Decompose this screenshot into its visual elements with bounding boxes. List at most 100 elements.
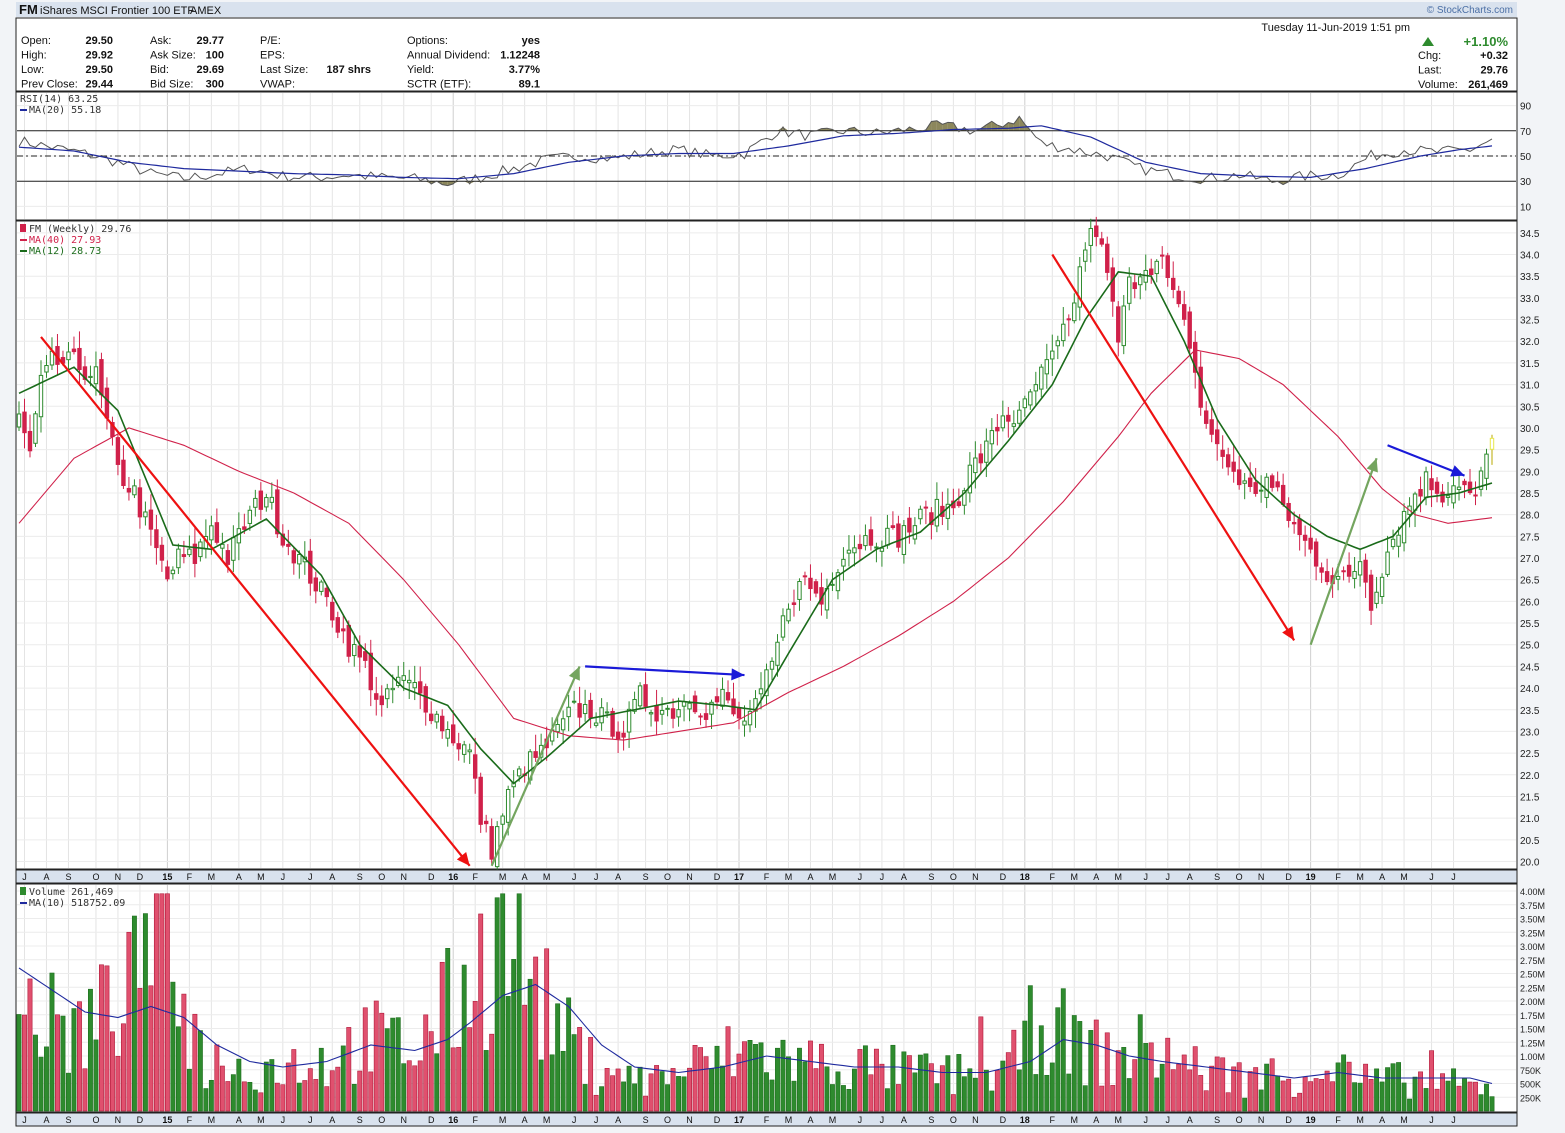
volume-bar-240 <box>1336 1063 1340 1111</box>
volume-bar-100 <box>566 998 570 1111</box>
candle-body-158 <box>886 528 889 545</box>
candle-body-35 <box>210 526 213 540</box>
volume-bar-3 <box>33 1035 37 1111</box>
rsi-ytick-0: 10 <box>1520 202 1532 213</box>
candle-body-251 <box>1397 535 1400 546</box>
price-legend-swatch <box>20 224 26 232</box>
candle-body-182 <box>1018 410 1021 423</box>
candle-body-37 <box>221 544 224 548</box>
candle-body-19 <box>122 460 125 485</box>
volume-bar-215 <box>1199 1075 1203 1111</box>
candle-body-49 <box>287 544 290 546</box>
candle-body-241 <box>1342 571 1345 572</box>
quote-mid-value-2: 29.69 <box>196 64 224 76</box>
candle-body-86 <box>490 827 493 860</box>
volume-xaxis-label-28: N <box>686 1115 693 1125</box>
candle-body-75 <box>430 714 433 720</box>
candle-body-262 <box>1457 487 1460 489</box>
candle-body-26 <box>160 545 163 560</box>
candle-body-220 <box>1226 455 1229 467</box>
candle-body-60 <box>347 625 350 656</box>
candle-body-238 <box>1325 572 1328 582</box>
volume-legend-swatch <box>20 887 26 895</box>
price-xaxis-label-8: M <box>208 872 216 882</box>
candle-body-2 <box>28 431 31 450</box>
volume-bar-181 <box>1012 1030 1016 1111</box>
volume-bar-121 <box>682 1077 686 1111</box>
volume-xaxis-label-27: O <box>664 1115 671 1125</box>
candle-body-240 <box>1336 576 1339 579</box>
volume-bar-214 <box>1193 1047 1197 1111</box>
candle-body-84 <box>479 777 482 824</box>
volume-bar-94 <box>534 957 538 1111</box>
price-xaxis-label-17: D <box>428 872 435 882</box>
candle-body-104 <box>589 700 592 718</box>
volume-bar-225 <box>1254 1068 1258 1111</box>
volume-bar-118 <box>665 1085 669 1111</box>
quote-mid-label-2: Bid: <box>150 64 169 76</box>
candle-body-224 <box>1248 478 1251 486</box>
candle-body-163 <box>913 526 916 539</box>
volume-bar-220 <box>1226 1093 1230 1111</box>
volume-bar-127 <box>715 1046 719 1111</box>
price-xaxis-label-12: J <box>308 872 313 882</box>
candle-body-99 <box>561 719 564 730</box>
volume-xaxis-label-1: A <box>43 1115 49 1125</box>
candle-body-63 <box>364 652 367 661</box>
volume-xaxis-label-46: M <box>1115 1115 1123 1125</box>
candle-body-157 <box>880 548 883 551</box>
volume-bar-204 <box>1138 1015 1142 1111</box>
quote-far-label-0: Chg: <box>1418 50 1441 62</box>
candle-body-246 <box>1369 575 1372 610</box>
volume-bar-50 <box>292 1049 296 1111</box>
volume-bar-78 <box>446 948 450 1111</box>
volume-bar-45 <box>264 1062 268 1111</box>
candle-body-3 <box>34 414 37 443</box>
volume-bar-266 <box>1479 1095 1483 1111</box>
price-ytick-26: 33.0 <box>1520 294 1540 305</box>
volume-bar-75 <box>429 1032 433 1111</box>
quote-left-value-3: 29.44 <box>85 79 113 91</box>
volume-xaxis-label-23: J <box>572 1115 577 1125</box>
price-xaxis-label-39: O <box>950 872 957 882</box>
volume-bar-164 <box>918 1055 922 1111</box>
candle-body-102 <box>578 704 581 718</box>
volume-bar-113 <box>638 1067 642 1111</box>
candle-body-204 <box>1139 277 1142 285</box>
volume-xaxis-label-39: O <box>950 1115 957 1125</box>
volume-bar-191 <box>1067 1074 1071 1111</box>
quote-mid2-label-3: VWAP: <box>260 79 295 91</box>
candle-body-268 <box>1490 438 1493 449</box>
volume-bar-95 <box>539 1060 543 1111</box>
price-ytick-15: 27.5 <box>1520 532 1540 543</box>
candle-body-247 <box>1375 592 1378 603</box>
volume-xaxis-label-8: M <box>208 1115 216 1125</box>
candle-body-61 <box>353 645 356 656</box>
price-xaxis-label-20: M <box>499 872 507 882</box>
volume-ytick-7: 2.00M <box>1520 997 1545 1007</box>
price-xaxis-label-19: F <box>472 872 478 882</box>
volume-xaxis-label-24: J <box>594 1115 599 1125</box>
price-ytick-27: 33.5 <box>1520 272 1540 283</box>
price-xaxis-label-42: 18 <box>1020 872 1030 882</box>
volume-bar-213 <box>1188 1070 1192 1111</box>
candle-body-219 <box>1221 450 1224 456</box>
volume-bar-7 <box>55 1015 59 1111</box>
volume-bar-74 <box>424 1015 428 1111</box>
volume-bar-244 <box>1358 1083 1362 1111</box>
price-xaxis-label-45: A <box>1093 872 1099 882</box>
quote-right-value-3: 89.1 <box>519 79 540 91</box>
candle-body-113 <box>638 686 641 706</box>
candle-body-255 <box>1419 490 1422 496</box>
candle-body-127 <box>715 697 718 702</box>
volume-bar-104 <box>588 1037 592 1111</box>
price-xaxis-label-46: M <box>1115 872 1123 882</box>
volume-bar-159 <box>891 1045 895 1111</box>
volume-bar-5 <box>44 1047 48 1111</box>
candle-body-144 <box>809 578 812 588</box>
volume-bar-61 <box>352 1084 356 1111</box>
candle-body-200 <box>1117 307 1120 342</box>
volume-bar-126 <box>709 1069 713 1111</box>
